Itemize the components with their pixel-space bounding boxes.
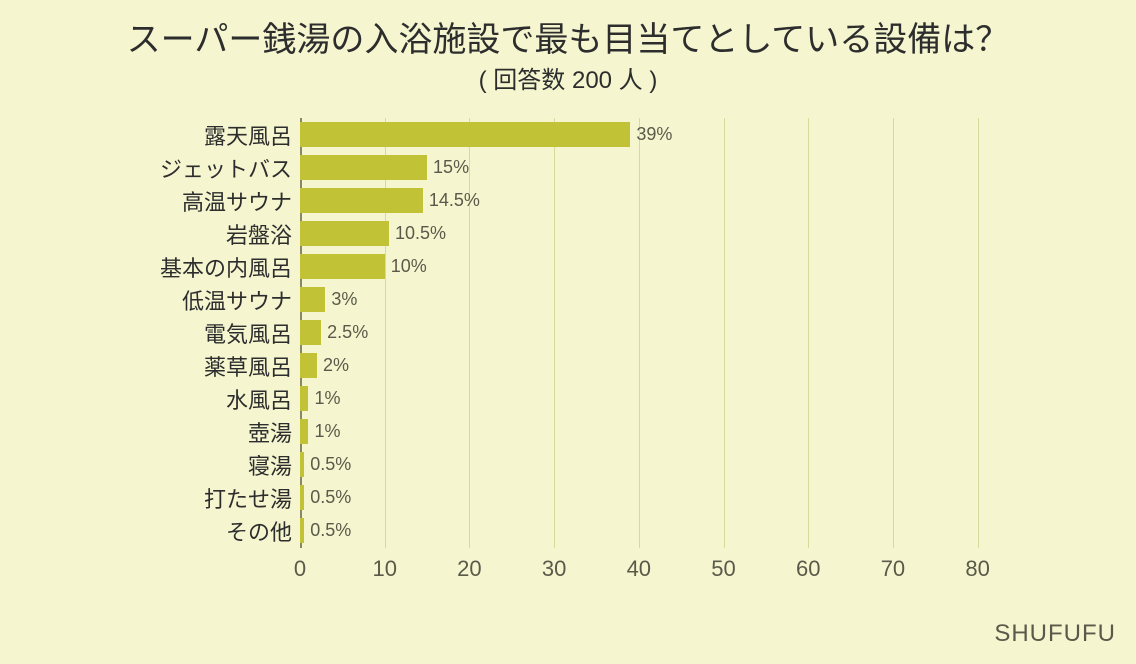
value-label: 39% [630, 124, 672, 145]
gridline [978, 118, 979, 548]
category-label: 岩盤浴 [226, 218, 300, 250]
x-tick-label: 60 [796, 556, 820, 582]
bar [300, 320, 321, 345]
bar [300, 353, 317, 378]
bar-row: 壺湯1% [300, 419, 340, 444]
value-label: 0.5% [304, 520, 351, 541]
gridline [808, 118, 809, 548]
bar-row: 薬草風呂2% [300, 353, 349, 378]
category-label: 露天風呂 [204, 119, 300, 151]
gridline [639, 118, 640, 548]
category-label: 低温サウナ [182, 284, 300, 316]
gridline [893, 118, 894, 548]
x-tick-label: 40 [627, 556, 651, 582]
bar-row: 水風呂1% [300, 386, 340, 411]
x-tick-label: 10 [372, 556, 396, 582]
x-tick-label: 50 [711, 556, 735, 582]
category-label: 壺湯 [248, 416, 300, 448]
value-label: 15% [427, 157, 469, 178]
gridline [724, 118, 725, 548]
value-label: 1% [308, 421, 340, 442]
x-tick-label: 70 [881, 556, 905, 582]
value-label: 3% [325, 289, 357, 310]
category-label: ジェットバス [160, 152, 300, 184]
bar-row: 岩盤浴10.5% [300, 221, 446, 246]
bar-row: 低温サウナ3% [300, 287, 357, 312]
bar-row: 基本の内風呂10% [300, 254, 427, 279]
chart-title: スーパー銭湯の入浴施設で最も目当てとしている設備は？ [0, 12, 1136, 61]
bar-row: 高温サウナ14.5% [300, 188, 480, 213]
category-label: その他 [226, 515, 300, 547]
x-tick-label: 80 [965, 556, 989, 582]
chart-plot-area: 露天風呂39% ジェットバス15% 高温サウナ14.5% 岩盤浴10.5% 基本の内風呂… [300, 118, 1020, 548]
gridline [554, 118, 555, 548]
bar [300, 254, 385, 279]
x-tick-label: 20 [457, 556, 481, 582]
brand-label: SHUFUFU [994, 620, 1116, 648]
bar [300, 419, 308, 444]
value-label: 0.5% [304, 487, 351, 508]
bar [300, 155, 427, 180]
gridline [385, 118, 386, 548]
bar-row: 打たせ湯0.5% [300, 485, 351, 510]
category-label: 薬草風呂 [204, 350, 300, 382]
x-tick-label: 0 [294, 556, 306, 582]
category-label: 電気風呂 [204, 317, 300, 349]
bar [300, 287, 325, 312]
category-label: 基本の内風呂 [160, 251, 300, 283]
category-label: 打たせ湯 [204, 482, 300, 514]
bar-row: 寝湯0.5% [300, 452, 351, 477]
bar [300, 122, 630, 147]
category-label: 寝湯 [248, 449, 300, 481]
value-label: 14.5% [423, 190, 480, 211]
value-label: 2.5% [321, 322, 368, 343]
bar [300, 188, 423, 213]
bar [300, 386, 308, 411]
category-label: 水風呂 [226, 383, 300, 415]
value-label: 2% [317, 355, 349, 376]
bar-row: 電気風呂2.5% [300, 320, 368, 345]
value-label: 0.5% [304, 454, 351, 475]
value-label: 10.5% [389, 223, 446, 244]
value-label: 1% [308, 388, 340, 409]
x-tick-label: 30 [542, 556, 566, 582]
chart-canvas: スーパー銭湯の入浴施設で最も目当てとしている設備は？ ( 回答数 200 人 )… [0, 0, 1136, 664]
bar [300, 221, 389, 246]
value-label: 10% [385, 256, 427, 277]
bar-row: その他0.5% [300, 518, 351, 543]
gridline [469, 118, 470, 548]
category-label: 高温サウナ [182, 185, 300, 217]
bar-row: ジェットバス15% [300, 155, 469, 180]
bar-row: 露天風呂39% [300, 122, 672, 147]
chart-subtitle: ( 回答数 200 人 ) [0, 60, 1136, 95]
